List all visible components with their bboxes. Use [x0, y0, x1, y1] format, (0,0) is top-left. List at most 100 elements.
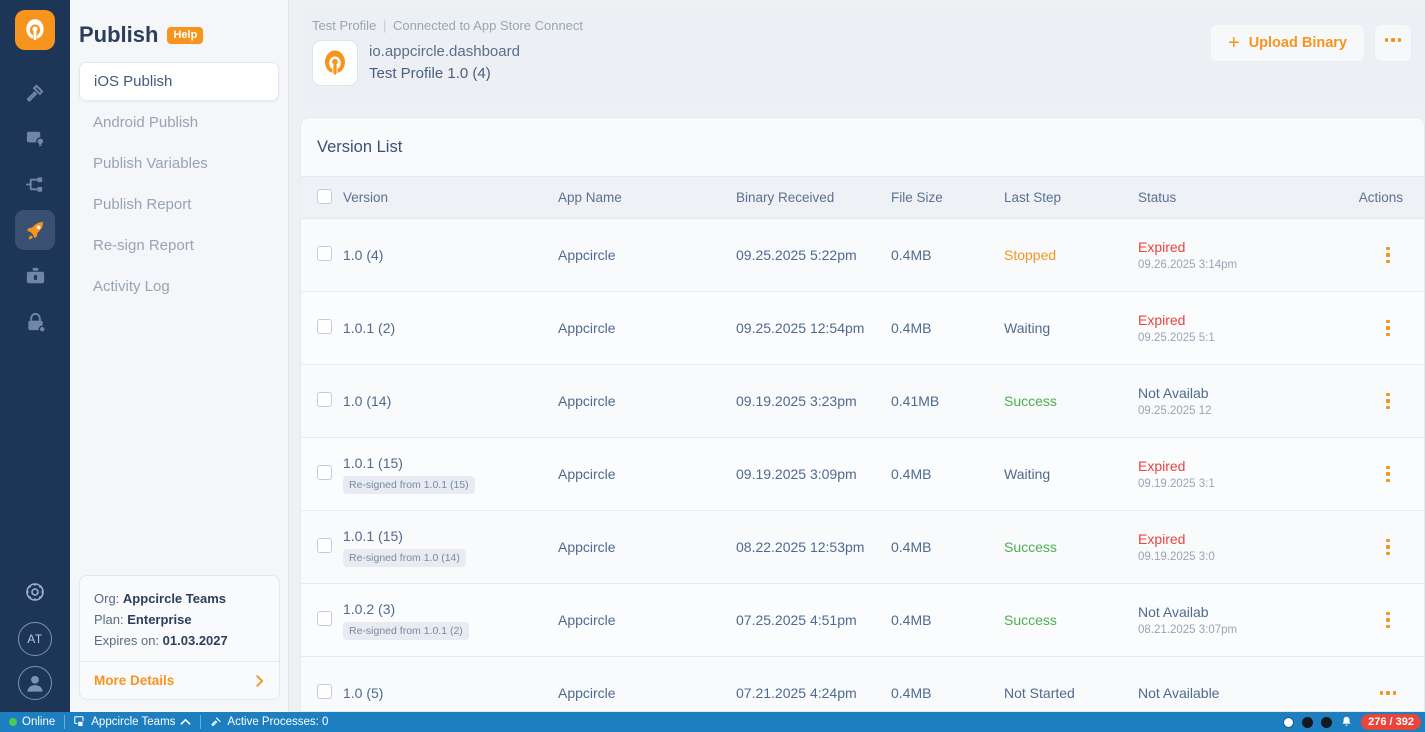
more-vertical-icon: [1386, 611, 1390, 629]
row-select-cell: [301, 437, 343, 511]
cell-status: Not Availab 09.25.2025 12: [1138, 364, 1338, 438]
upload-binary-button[interactable]: + Upload Binary: [1210, 24, 1365, 62]
row-actions-button[interactable]: [1373, 674, 1403, 711]
row-actions-button[interactable]: [1373, 236, 1403, 274]
column-file-size[interactable]: File Size: [891, 176, 1004, 219]
chevron-right-icon: [256, 674, 264, 687]
cell-file-size: 0.4MB: [891, 437, 1004, 511]
row-checkbox[interactable]: [317, 465, 332, 480]
publish-rocket-icon: [26, 220, 44, 239]
settings-gear-icon[interactable]: [15, 572, 55, 612]
rail-item-publish[interactable]: [15, 210, 55, 250]
cell-actions: [1338, 510, 1424, 584]
taskbar-divider-2: [200, 715, 202, 729]
sidebar-item-activity-log[interactable]: Activity Log: [93, 278, 170, 295]
resigned-badge: Re-signed from 1.0.1 (2): [343, 621, 469, 640]
row-actions-button[interactable]: [1373, 382, 1403, 420]
cell-last-step: Not Started: [1004, 656, 1138, 711]
table-row[interactable]: 1.0 (4) Appcircle 09.25.2025 5:22pm 0.4MB St…: [301, 218, 1424, 292]
row-actions-button[interactable]: [1373, 601, 1403, 639]
row-actions-button[interactable]: [1373, 528, 1403, 566]
header-more-button[interactable]: [1374, 24, 1412, 62]
enterprise-store-lock-icon: [27, 312, 46, 333]
row-checkbox[interactable]: [317, 538, 332, 553]
sidebar-item-ios-publish[interactable]: iOS Publish: [79, 62, 279, 101]
version-value: 1.0.1 (15): [343, 454, 403, 471]
version-value: 1.0.2 (3): [343, 600, 396, 617]
cell-file-size: 0.4MB: [891, 510, 1004, 584]
column-status[interactable]: Status: [1138, 176, 1338, 219]
rail-item-enterprise-store[interactable]: [15, 302, 55, 342]
sidebar-item-publish-report[interactable]: Publish Report: [93, 196, 192, 213]
row-checkbox[interactable]: [317, 319, 332, 334]
tray-circle-3[interactable]: [1321, 716, 1333, 728]
row-select-cell: [301, 656, 343, 711]
org-initials-avatar[interactable]: AT: [18, 622, 52, 656]
cell-actions: [1338, 291, 1424, 365]
row-select-cell: [301, 291, 343, 365]
table-row[interactable]: 1.0.1 (15) Re-signed from 1.0.1 (15) Appci…: [301, 437, 1424, 511]
sidebar-item-android-publish[interactable]: Android Publish: [93, 114, 199, 131]
tray-counter-badge[interactable]: 276 / 392: [1361, 714, 1421, 730]
org-info-lines: Org: Appcircle Teams Plan: Enterprise Ex…: [80, 576, 279, 661]
plan-row: Plan: Enterprise: [94, 609, 265, 630]
sidebar-item-resign-report[interactable]: Re-sign Report: [93, 237, 194, 254]
table-row[interactable]: 1.0 (5) Appcircle 07.21.2025 4:24pm 0.4MB No…: [301, 656, 1424, 711]
more-vertical-icon: [1386, 246, 1390, 264]
table-row[interactable]: 1.0 (14) Appcircle 09.19.2025 3:23pm 0.41MB…: [301, 364, 1424, 438]
profile-header: Test Profile | Connected to App Store Co…: [300, 9, 1425, 108]
row-checkbox[interactable]: [317, 684, 332, 699]
breadcrumb-profile: Test Profile: [312, 18, 377, 33]
status-date: 09.26.2025 3:14pm: [1138, 259, 1238, 271]
user-avatar-icon[interactable]: [18, 666, 52, 700]
column-version[interactable]: Version: [343, 176, 558, 219]
column-app-name[interactable]: App Name: [558, 176, 736, 219]
appcircle-app-glyph: [325, 50, 345, 75]
table-row[interactable]: 1.0.1 (15) Re-signed from 1.0 (14) Appcirc…: [301, 510, 1424, 584]
select-all-checkbox[interactable]: [317, 188, 332, 204]
row-select-cell: [301, 364, 343, 438]
version-table: Version App Name Binary Received File Si…: [301, 176, 1424, 711]
profile-header-left: Test Profile | Connected to App Store Co…: [312, 18, 583, 86]
taskbar-divider-1: [64, 715, 66, 729]
rail-nav-items: [15, 72, 55, 342]
more-details-link[interactable]: More Details: [80, 661, 279, 699]
bell-icon[interactable]: [1340, 715, 1353, 729]
tray-circle-1[interactable]: [1283, 716, 1295, 728]
resigned-badge: Re-signed from 1.0 (14): [343, 548, 466, 567]
rail-item-distribution[interactable]: [15, 164, 55, 204]
column-actions: Actions: [1338, 176, 1424, 219]
rail-item-toolbox[interactable]: [15, 256, 55, 296]
column-binary-received[interactable]: Binary Received: [736, 176, 891, 219]
row-checkbox[interactable]: [317, 246, 332, 261]
sidebar-item-publish-variables[interactable]: Publish Variables: [93, 155, 208, 172]
plus-icon: +: [1228, 31, 1240, 54]
rail-item-signing-identities[interactable]: [15, 118, 55, 158]
header-actions: + Upload Binary: [1210, 24, 1412, 62]
bundle-id: io.appcircle.dashboard: [369, 43, 520, 61]
column-last-step[interactable]: Last Step: [1004, 176, 1138, 219]
cell-status: Not Availab 08.21.2025 3:07pm: [1138, 583, 1338, 657]
build-hammer-icon: [26, 84, 43, 102]
row-actions-button[interactable]: [1373, 309, 1403, 347]
help-badge[interactable]: Help: [167, 26, 204, 44]
row-checkbox[interactable]: [317, 611, 332, 626]
app-icon: [312, 40, 358, 86]
primary-icon-rail: AT: [0, 0, 70, 712]
table-row[interactable]: 1.0.1 (2) Appcircle 09.25.2025 12:54pm 0.4M…: [301, 291, 1424, 365]
row-actions-button[interactable]: [1373, 455, 1403, 493]
version-value: 1.0 (5): [343, 685, 384, 701]
distribution-flow-icon: [25, 176, 42, 192]
taskbar-active-processes[interactable]: Active Processes: 0: [201, 712, 337, 732]
appcircle-logo[interactable]: [15, 10, 55, 50]
taskbar-org-switcher[interactable]: Appcircle Teams: [65, 712, 200, 732]
rail-item-build[interactable]: [15, 72, 55, 112]
table-row[interactable]: 1.0.2 (3) Re-signed from 1.0.1 (2) Appcirc…: [301, 583, 1424, 657]
page-title: Publish: [79, 22, 159, 47]
tray-circle-2[interactable]: [1302, 716, 1314, 728]
more-vertical-icon: [1386, 392, 1390, 410]
row-checkbox[interactable]: [317, 392, 332, 407]
cell-status: Expired 09.25.2025 5:1: [1138, 291, 1338, 365]
cell-binary-received: 09.25.2025 12:54pm: [736, 291, 891, 365]
row-select-cell: [301, 510, 343, 584]
